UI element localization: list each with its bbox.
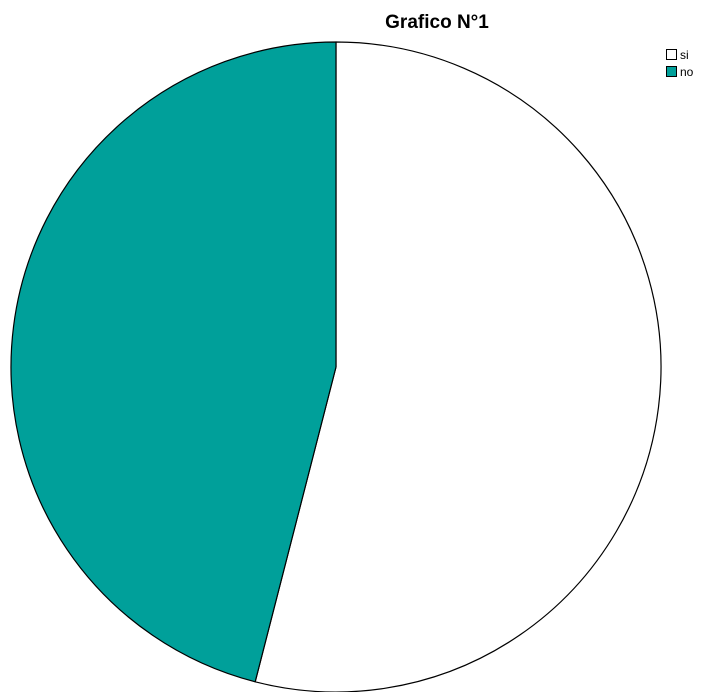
legend-item-no: no <box>666 63 693 80</box>
legend-label-si: si <box>680 47 689 62</box>
legend-label-no: no <box>680 64 694 79</box>
pie-slice-si <box>254 41 662 692</box>
pie-slices <box>10 41 662 692</box>
pie-slice-no <box>10 41 337 683</box>
legend-swatch-no <box>666 66 677 77</box>
legend: si no <box>666 46 693 80</box>
legend-swatch-si <box>666 49 677 60</box>
legend-item-si: si <box>666 46 693 63</box>
